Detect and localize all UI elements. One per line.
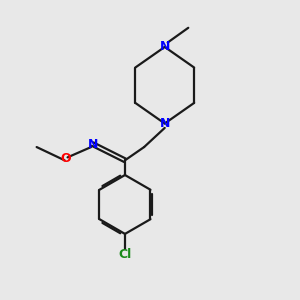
Text: N: N (160, 117, 170, 130)
Text: O: O (61, 152, 71, 165)
Text: N: N (87, 138, 98, 151)
Text: N: N (160, 40, 170, 53)
Text: Cl: Cl (118, 248, 132, 261)
